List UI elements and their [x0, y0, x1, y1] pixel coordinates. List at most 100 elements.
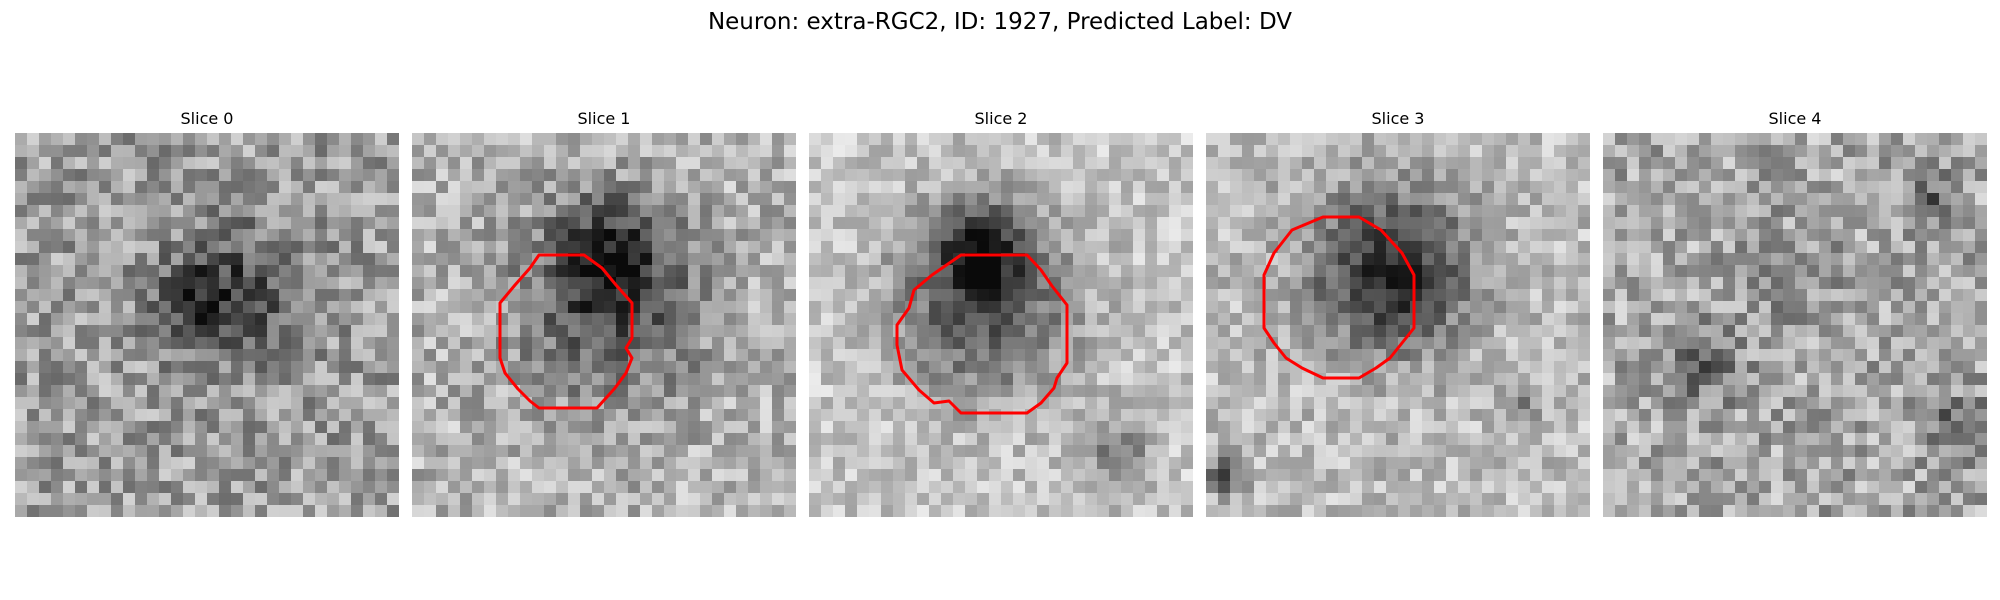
pixel: [99, 265, 111, 277]
pixel: [1037, 145, 1049, 157]
pixel: [1458, 277, 1470, 289]
pixel: [219, 277, 231, 289]
pixel: [1711, 133, 1723, 145]
pixel: [1037, 217, 1049, 229]
roi-contour: [895, 253, 1069, 415]
pixel: [1915, 421, 1927, 433]
pixel: [1097, 301, 1109, 313]
pixel: [99, 349, 111, 361]
pixel: [1145, 277, 1157, 289]
pixel: [424, 301, 436, 313]
pixel: [1711, 337, 1723, 349]
pixel: [941, 229, 953, 241]
pixel: [1831, 349, 1843, 361]
pixel: [869, 373, 881, 385]
pixel: [123, 421, 135, 433]
pixel: [363, 493, 375, 505]
pixel: [520, 169, 532, 181]
pixel: [1109, 265, 1121, 277]
pixel: [977, 265, 989, 277]
pixel: [291, 205, 303, 217]
pixel: [1254, 253, 1266, 265]
pixel: [532, 433, 544, 445]
pixel: [1663, 229, 1675, 241]
pixel: [1891, 193, 1903, 205]
pixel: [1446, 277, 1458, 289]
pixel: [1867, 301, 1879, 313]
pixel: [1807, 289, 1819, 301]
pixel: [363, 469, 375, 481]
pixel: [183, 385, 195, 397]
pixel: [255, 229, 267, 241]
pixel: [1651, 169, 1663, 181]
pixel: [568, 433, 580, 445]
pixel: [833, 349, 845, 361]
pixel: [1506, 301, 1518, 313]
pixel: [1783, 205, 1795, 217]
pixel: [941, 157, 953, 169]
pixel: [941, 505, 953, 517]
pixel: [881, 409, 893, 421]
pixel: [243, 409, 255, 421]
pixel: [303, 409, 315, 421]
pixel: [1362, 265, 1374, 277]
pixel: [965, 505, 977, 517]
pixel: [1109, 181, 1121, 193]
pixel: [27, 229, 39, 241]
pixel: [688, 181, 700, 193]
pixel: [1783, 169, 1795, 181]
pixel: [1085, 181, 1097, 193]
pixel: [1145, 253, 1157, 265]
pixel: [1206, 385, 1218, 397]
pixel: [712, 373, 724, 385]
pixel: [255, 181, 267, 193]
pixel: [640, 169, 652, 181]
pixel: [375, 421, 387, 433]
pixel: [857, 313, 869, 325]
pixel: [183, 133, 195, 145]
pixel: [736, 325, 748, 337]
pixel: [640, 181, 652, 193]
pixel: [1049, 313, 1061, 325]
pixel: [604, 301, 616, 313]
pixel: [941, 385, 953, 397]
pixel: [1049, 193, 1061, 205]
pixel: [1855, 385, 1867, 397]
pixel: [183, 409, 195, 421]
pixel: [1097, 217, 1109, 229]
pixel: [412, 505, 424, 517]
pixel: [736, 229, 748, 241]
pixel: [1037, 481, 1049, 493]
pixel: [977, 457, 989, 469]
pixel: [881, 133, 893, 145]
pixel: [604, 229, 616, 241]
pixel: [1975, 289, 1987, 301]
pixel: [1494, 421, 1506, 433]
pixel: [1963, 397, 1975, 409]
pixel: [1723, 325, 1735, 337]
pixel: [123, 157, 135, 169]
pixel: [592, 409, 604, 421]
pixel: [1482, 133, 1494, 145]
pixel: [412, 205, 424, 217]
pixel: [1242, 337, 1254, 349]
pixel: [520, 409, 532, 421]
pixel: [255, 313, 267, 325]
pixel: [1530, 385, 1542, 397]
pixel: [159, 361, 171, 373]
pixel: [1566, 325, 1578, 337]
pixel: [1037, 493, 1049, 505]
pixel: [424, 193, 436, 205]
pixel: [760, 421, 772, 433]
pixel: [1242, 325, 1254, 337]
pixel: [1518, 481, 1530, 493]
pixel: [375, 133, 387, 145]
pixel: [1326, 421, 1338, 433]
pixel: [1566, 385, 1578, 397]
pixel: [1290, 481, 1302, 493]
pixel: [1085, 445, 1097, 457]
pixel: [159, 217, 171, 229]
pixel: [893, 289, 905, 301]
pixel: [1651, 301, 1663, 313]
pixel: [1073, 217, 1085, 229]
